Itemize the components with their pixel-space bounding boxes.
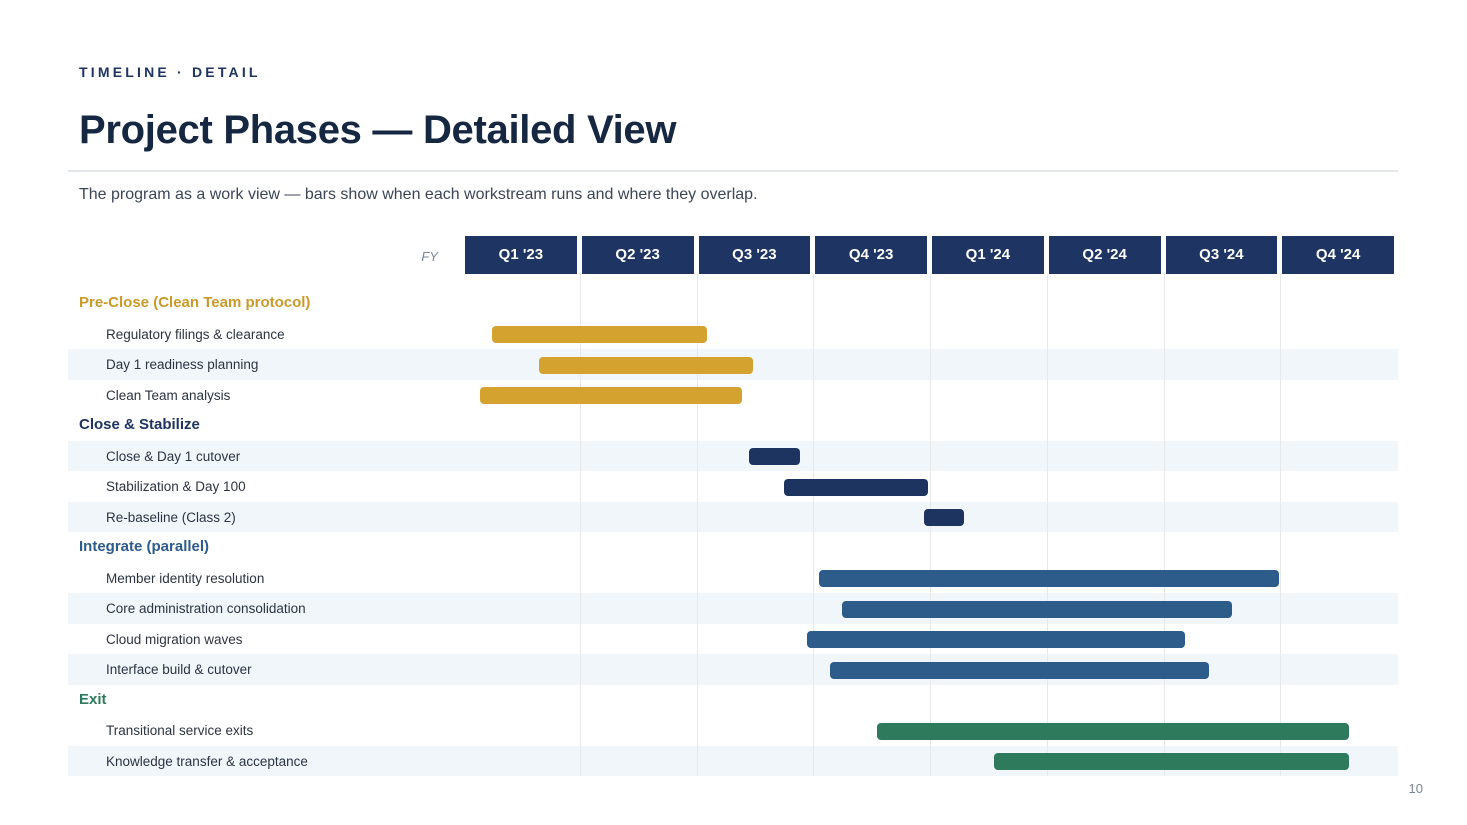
- task-label: Core administration consolidation: [106, 601, 306, 616]
- task-label: Cloud migration waves: [106, 631, 243, 647]
- task-label: Clean Team analysis: [106, 387, 231, 403]
- task-bar: [877, 722, 1349, 740]
- group-label: Exit: [79, 690, 107, 708]
- task-label: Re-baseline (Class 2): [106, 509, 236, 525]
- period-header: Q2 '24: [1048, 236, 1161, 274]
- task-label: Day 1 readiness planning: [106, 357, 259, 372]
- period-header: Q1 '24: [932, 236, 1044, 274]
- task-bar: [538, 356, 754, 374]
- task-bar: [830, 661, 1209, 679]
- task-label: Interface build & cutover: [106, 662, 252, 677]
- period-gridline: [1280, 274, 1282, 776]
- task-bar: [842, 600, 1233, 618]
- period-gridline: [1163, 274, 1165, 776]
- row-band: [68, 501, 1398, 532]
- row-band: [68, 440, 1398, 471]
- period-header: Q2 '23: [581, 236, 694, 274]
- task-bar: [783, 478, 929, 496]
- task-label: Close & Day 1 cutover: [106, 448, 241, 464]
- period-label: FY: [421, 249, 438, 264]
- period-gridline: [813, 274, 815, 776]
- task-bar: [818, 570, 1279, 588]
- page-number: 10: [1408, 781, 1423, 796]
- task-bar: [748, 448, 801, 466]
- task-label: Regulatory filings & clearance: [106, 326, 285, 342]
- period-header: Q3 '24: [1165, 236, 1278, 274]
- period-gridline: [696, 274, 698, 776]
- eyebrow: TIMELINE · DETAIL: [79, 64, 261, 80]
- page-title: Project Phases — Detailed View: [79, 108, 677, 152]
- period-gridline: [1046, 274, 1048, 776]
- task-bar: [923, 509, 964, 527]
- period-header: Q3 '23: [698, 236, 811, 274]
- group-label: Integrate (parallel): [79, 538, 210, 555]
- task-bar: [807, 631, 1186, 649]
- task-bar: [993, 753, 1349, 771]
- period-gridline: [579, 274, 581, 776]
- task-label: Stabilization & Day 100: [106, 479, 246, 494]
- task-bar: [491, 326, 707, 344]
- group-label: Close & Stabilize: [79, 416, 200, 433]
- period-header: Q4 '23: [815, 236, 927, 274]
- title-divider: [68, 170, 1398, 172]
- task-label: Transitional service exits: [106, 723, 254, 738]
- page-subtitle: The program as a work view — bars show w…: [79, 186, 758, 203]
- period-header: Q4 '24: [1282, 236, 1394, 274]
- task-bar: [480, 387, 742, 405]
- task-label: Knowledge transfer & acceptance: [106, 753, 308, 769]
- period-header: Q1 '23: [465, 236, 577, 274]
- task-label: Member identity resolution: [106, 570, 265, 586]
- group-label: Pre-Close (Clean Team protocol): [79, 294, 311, 311]
